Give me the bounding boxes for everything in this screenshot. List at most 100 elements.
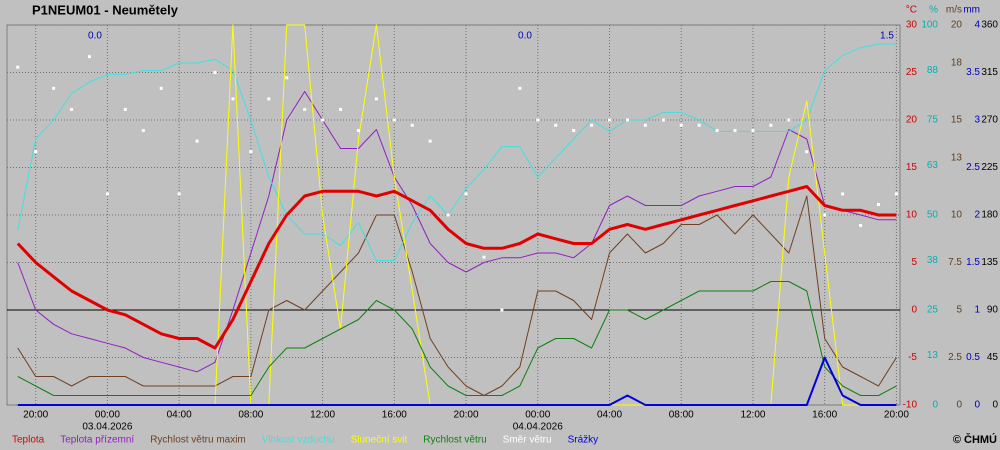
date-label: 04.04.2026 (513, 422, 563, 433)
direction-dot (679, 123, 683, 127)
y-tick-label: 50 (927, 210, 939, 221)
y-tick-label: 38 (927, 255, 939, 266)
y-tick-label: 5 (956, 305, 962, 316)
direction-dot (608, 118, 612, 122)
date-label: 03.04.2026 (82, 422, 132, 433)
y-tick-label: 18 (951, 58, 963, 69)
direction-dot (787, 118, 791, 122)
y-tick-label: 88 (927, 65, 939, 76)
direction-dot (859, 224, 863, 228)
y-tick-label: 360 (981, 20, 998, 31)
direction-dot (285, 76, 289, 80)
direction-dot (751, 129, 755, 133)
legend-entry: Teplota (12, 435, 45, 446)
y-tick-label: 25 (906, 67, 918, 78)
direction-dot (464, 192, 468, 196)
y-tick-label: 3 (974, 115, 980, 126)
direction-dot (590, 123, 594, 127)
direction-dot (894, 192, 898, 196)
direction-dot (34, 150, 38, 154)
x-tick-label: 00:00 (525, 410, 550, 421)
direction-dot (159, 86, 163, 90)
direction-dot (500, 308, 504, 312)
y-tick-label: 1.5 (966, 257, 980, 268)
direction-dot (841, 192, 845, 196)
x-tick-label: 04:00 (167, 410, 192, 421)
axis-unit: % (929, 5, 938, 16)
direction-dot (446, 213, 450, 217)
series-line (17, 43, 897, 262)
y-tick-label: 0.5 (966, 352, 980, 363)
direction-dot (572, 129, 576, 133)
direction-dot (697, 123, 701, 127)
daily-precip: 0.0 (88, 31, 102, 42)
y-tick-label: 4 (974, 20, 980, 31)
legend-entry: Srážky (568, 435, 599, 446)
copyright: © ČHMÚ (953, 433, 997, 446)
y-tick-label: 63 (927, 160, 939, 171)
y-tick-label: 13 (927, 350, 939, 361)
y-tick-label: 30 (906, 20, 918, 31)
y-tick-label: 15 (906, 162, 918, 173)
legend-entry: Teplota přízemní (60, 435, 134, 446)
direction-dot (715, 129, 719, 133)
y-tick-label: 315 (981, 67, 998, 78)
series-line (17, 91, 897, 373)
direction-dot (87, 55, 91, 59)
direction-dot (392, 118, 396, 122)
x-tick-label: 08:00 (669, 410, 694, 421)
y-tick-label: 0 (992, 400, 998, 411)
y-tick-label: -10 (903, 400, 918, 411)
x-tick-label: 20:00 (884, 410, 909, 421)
y-tick-label: 0 (911, 305, 917, 316)
y-tick-label: 100 (921, 20, 938, 31)
direction-dot (16, 65, 20, 69)
legend-entry: Rychlost větru maxim (150, 435, 246, 446)
direction-dot (177, 192, 181, 196)
x-tick-label: 20:00 (23, 410, 48, 421)
y-tick-label: 25 (927, 305, 939, 316)
series-line (17, 281, 897, 396)
y-tick-label: 20 (951, 20, 963, 31)
daily-precip: 1.5 (880, 31, 894, 42)
legend-entry: Směr větru (503, 435, 552, 446)
direction-dot (213, 71, 217, 74)
series-line (16, 185, 897, 350)
direction-dot (410, 123, 414, 127)
y-tick-label: 75 (927, 115, 939, 126)
direction-dot (52, 86, 56, 90)
direction-dot (661, 118, 665, 122)
y-tick-label: 10 (951, 210, 963, 221)
x-tick-label: 12:00 (310, 410, 335, 421)
direction-dot (643, 123, 647, 127)
legend-entry: Sluneční svit (351, 435, 408, 446)
direction-dot (339, 107, 343, 111)
x-tick-label: 16:00 (382, 410, 407, 421)
daily-precip: 0.0 (518, 31, 532, 42)
legend-entry: Vlhkost vzduchu (262, 435, 335, 446)
x-tick-label: 04:00 (597, 410, 622, 421)
series-line (17, 356, 897, 406)
direction-dot (554, 123, 558, 127)
y-tick-label: 13 (951, 153, 963, 164)
direction-dot (141, 129, 145, 133)
y-tick-label: 15 (951, 115, 963, 126)
y-tick-label: 2.5 (966, 162, 980, 173)
y-tick-label: 10 (906, 210, 918, 221)
direction-dot (805, 150, 809, 154)
axis-unit: °C (906, 5, 917, 16)
axis-unit: mm (963, 5, 980, 16)
direction-dot (195, 139, 199, 143)
chart-title: P1NEUM01 - Neumětely (32, 2, 179, 17)
direction-dot (70, 107, 74, 111)
direction-dot (303, 107, 307, 111)
y-tick-label: 0 (974, 400, 980, 411)
x-tick-label: 20:00 (454, 410, 479, 421)
y-tick-label: -5 (908, 352, 917, 363)
direction-dot (105, 192, 109, 196)
direction-dot (876, 202, 880, 206)
y-tick-label: 2.5 (948, 352, 962, 363)
direction-dot (733, 129, 737, 133)
x-tick-label: 00:00 (95, 410, 120, 421)
direction-dot (428, 139, 432, 143)
